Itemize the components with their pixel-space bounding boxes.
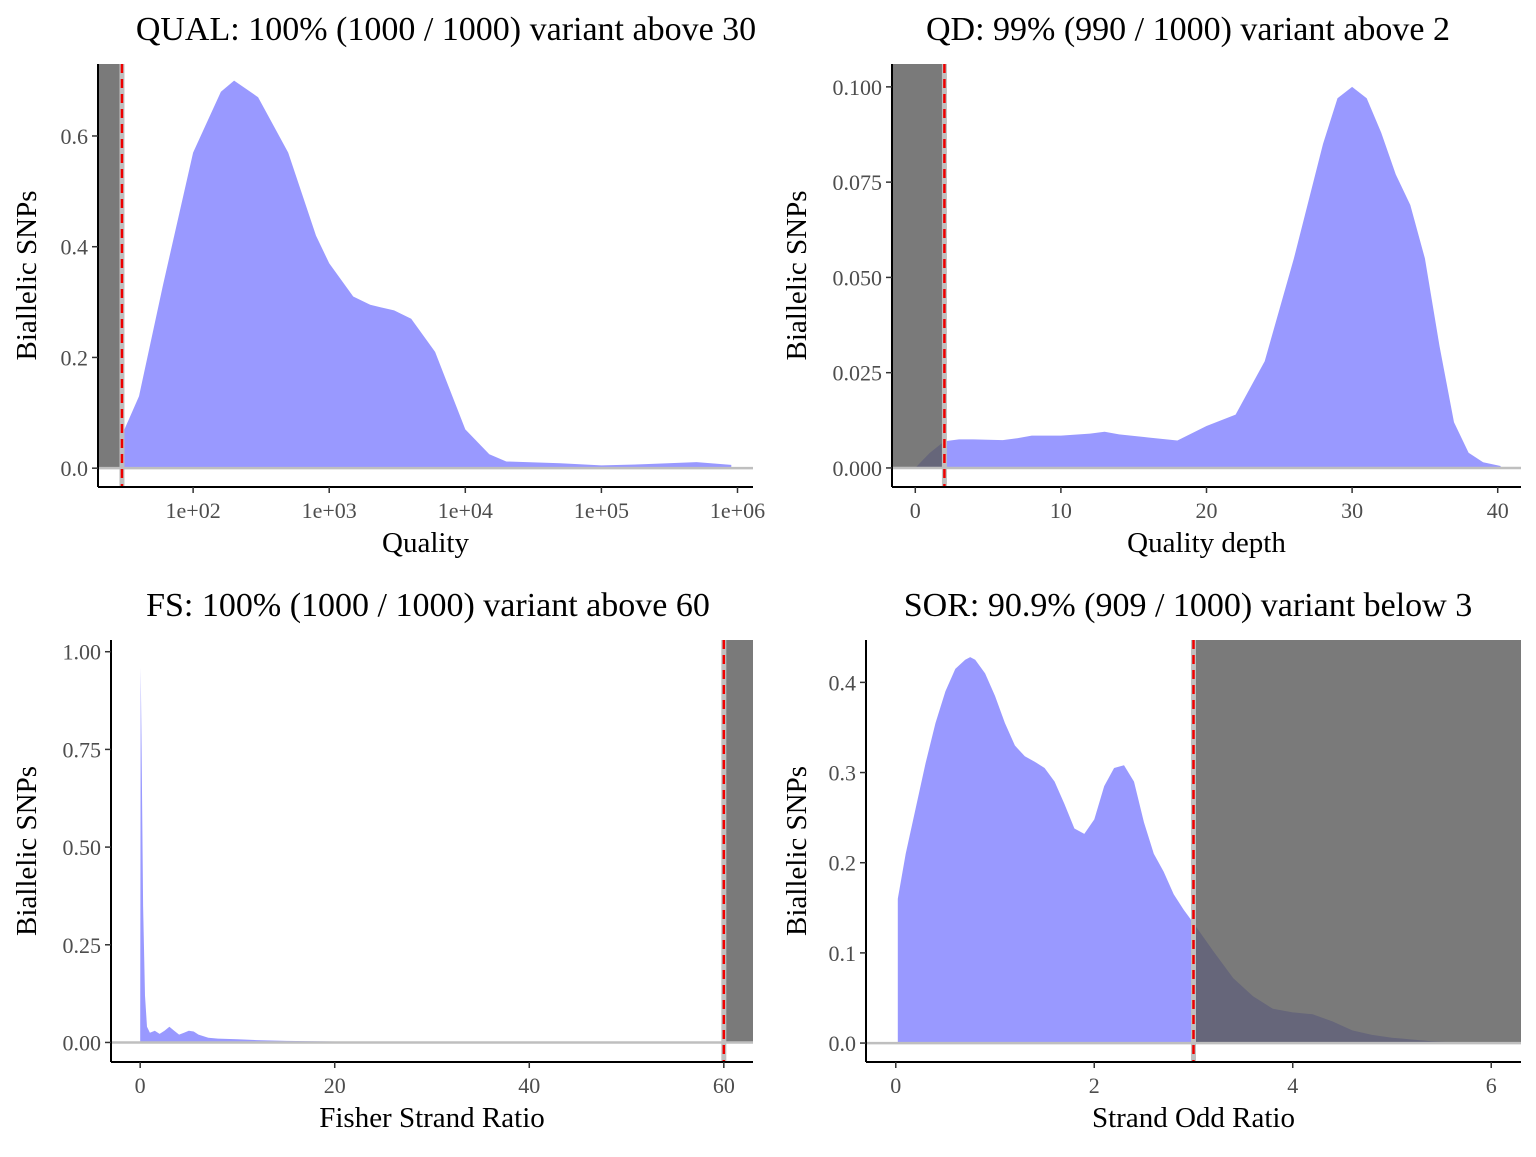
y-tick-label: 0.50: [63, 835, 102, 860]
panel-1: 1e+02 1e+03 1e+04 1e+05 1e+06 0.0 0.2 0.4 0.6 QUA…: [11, 11, 765, 559]
x-tick-label: 40: [518, 1073, 540, 1098]
y-tick-label: 0.4: [61, 235, 89, 260]
x-tick-label: 2: [1089, 1073, 1100, 1098]
y-tick-label: 0.6: [61, 124, 89, 149]
x-tick-label: 1e+02: [166, 498, 221, 523]
x-tick-label: 1e+03: [302, 498, 357, 523]
density-area: [140, 667, 646, 1043]
plot-area: [111, 640, 753, 1062]
x-axis-label: Quality depth: [1127, 527, 1286, 559]
y-axis-label: Biallelic SNPs: [11, 766, 43, 936]
filter-shade: [1193, 640, 1521, 1044]
y-tick-label: 0.25: [63, 933, 102, 958]
panel-title: QUAL: 100% (1000 / 1000) variant above 3…: [136, 11, 756, 48]
panel-3: 0 20 40 60 0.00 0.25 0.50 0.75 1.00 FS: 100% (100…: [11, 587, 753, 1134]
x-tick-label: 4: [1287, 1073, 1298, 1098]
y-tick-label: 1.00: [63, 640, 102, 665]
y-tick-label: 0.075: [833, 170, 883, 195]
y-tick-label: 0.0: [61, 456, 89, 481]
filter-shade: [892, 64, 945, 468]
x-tick-label: 1e+05: [574, 498, 629, 523]
panel-2: 0 10 20 30 40 0.000 0.025 0.050 0.075 0.100 QD: 99…: [781, 11, 1521, 559]
y-tick-label: 0.025: [833, 361, 883, 386]
plot-area: [98, 64, 753, 487]
y-tick-label: 0.00: [63, 1030, 102, 1055]
y-axis-label: Biallelic SNPs: [11, 191, 43, 361]
panel-4: 0 2 4 6 0.0 0.1 0.2 0.3 0.4 SOR: 90.9% (909 / 100…: [781, 587, 1521, 1134]
y-tick-label: 0.0: [829, 1031, 857, 1056]
x-tick-label: 0: [890, 1073, 901, 1098]
y-tick-label: 0.000: [833, 456, 883, 481]
x-tick-label: 20: [324, 1073, 346, 1098]
x-tick-label: 20: [1196, 498, 1218, 523]
y-axis-label: Biallelic SNPs: [781, 766, 813, 936]
x-axis-label: Fisher Strand Ratio: [319, 1102, 545, 1134]
y-tick-label: 0.2: [61, 345, 89, 370]
density-area: [122, 80, 732, 469]
x-axis-label: Strand Odd Ratio: [1092, 1102, 1295, 1134]
x-tick-label: 10: [1050, 498, 1072, 523]
y-tick-label: 0.1: [829, 941, 857, 966]
y-tick-label: 0.050: [833, 265, 883, 290]
y-tick-label: 0.75: [63, 737, 102, 762]
plot-area: [866, 640, 1521, 1062]
filter-shade: [98, 64, 122, 469]
y-axis-label: Biallelic SNPs: [781, 191, 813, 361]
x-tick-label: 0: [910, 498, 921, 523]
y-tick-label: 0.4: [829, 670, 857, 695]
x-tick-label: 0: [135, 1073, 146, 1098]
x-axis-label: Quality: [382, 527, 469, 559]
x-tick-label: 6: [1486, 1073, 1497, 1098]
panel-title: QD: 99% (990 / 1000) variant above 2: [926, 11, 1450, 48]
density-area: [915, 86, 1501, 468]
x-tick-label: 1e+04: [438, 498, 493, 523]
y-tick-label: 0.100: [833, 75, 883, 100]
y-tick-label: 0.2: [829, 851, 857, 876]
panel-title: SOR: 90.9% (909 / 1000) variant below 3: [904, 587, 1473, 624]
panel-title: FS: 100% (1000 / 1000) variant above 60: [146, 587, 710, 624]
x-tick-label: 1e+06: [710, 498, 765, 523]
y-tick-label: 0.3: [829, 761, 857, 786]
density-area: [897, 657, 1482, 1044]
x-tick-label: 60: [713, 1073, 735, 1098]
plot-area: [892, 64, 1521, 487]
x-tick-label: 40: [1487, 498, 1509, 523]
filter-shade: [723, 640, 753, 1043]
x-tick-label: 30: [1341, 498, 1363, 523]
